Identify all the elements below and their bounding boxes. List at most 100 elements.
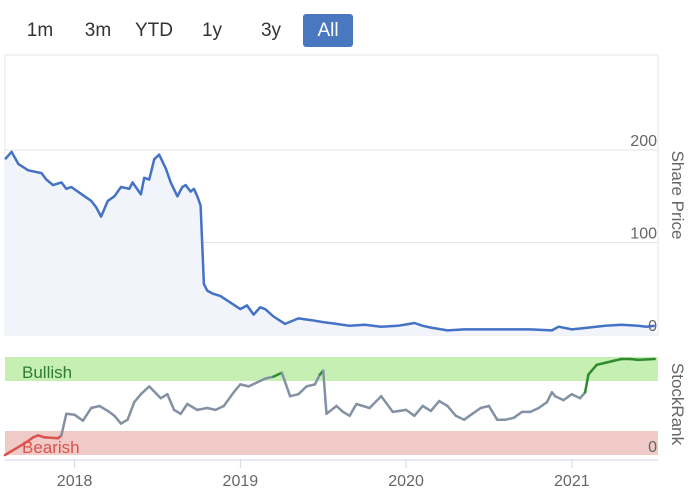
price-y-tick-label: 100 — [630, 226, 657, 243]
stockrank-segment — [179, 402, 189, 416]
stockrank-segment — [348, 402, 358, 418]
stockrank-segment — [222, 391, 235, 408]
stockrank-segment — [106, 409, 116, 418]
stockrank-bullish-segment — [595, 361, 607, 367]
stockrank-segment — [446, 404, 458, 418]
x-axis: 2018 2019 2020 2021 — [5, 459, 658, 490]
stockrank-segment — [196, 406, 209, 412]
stockrank-segment — [280, 371, 292, 398]
range-button-1m[interactable]: 1m — [26, 20, 54, 41]
stockrank-segment — [305, 383, 317, 388]
stockrank-segment — [288, 392, 300, 398]
range-selector: 1m 3m YTD 1y 3y All — [0, 10, 698, 50]
stockrank-y-tick-label: 0 — [648, 439, 657, 456]
stockrank-bullish-segment — [612, 357, 623, 363]
stockrank-segment — [263, 375, 275, 380]
stockrank-segment — [239, 383, 250, 388]
stockrank-segment — [553, 394, 565, 402]
price-area-fill — [5, 151, 655, 335]
stockrank-segment — [133, 392, 143, 404]
stockrank-segment — [570, 392, 582, 400]
stockrank-segment — [321, 369, 328, 416]
stockrank-segment — [81, 406, 93, 422]
stockrank-line — [3, 357, 656, 457]
stockrank-segment — [504, 416, 516, 421]
stockrank-segment — [562, 392, 574, 402]
stockrank-segment — [147, 385, 163, 400]
stockrank-bearish-segment — [23, 436, 35, 445]
stockrank-segment — [172, 408, 182, 416]
stockrank-segment — [487, 404, 499, 421]
stockrank-segment — [98, 404, 110, 413]
stockrank-segment — [421, 404, 433, 413]
range-button-3y[interactable]: 3y — [260, 20, 282, 41]
stockrank-segment — [479, 404, 491, 410]
range-button-1y[interactable]: 1y — [201, 20, 223, 41]
price-line — [4, 150, 655, 332]
bullish-zone-label: Bullish — [22, 363, 72, 382]
share-price-panel: 200 100 0 Share Price — [4, 54, 687, 336]
stockrank-segment — [335, 404, 345, 414]
stockrank-segment — [391, 408, 408, 414]
stockrank-segment — [232, 383, 242, 394]
stockrank-segment — [126, 400, 136, 421]
stockrank-segment — [247, 381, 259, 388]
stockrank-segment — [429, 399, 441, 413]
stockrank-segment — [437, 399, 449, 408]
stockrank-segment — [545, 391, 554, 404]
stockrank-segment — [454, 414, 466, 421]
stockrank-segment — [139, 385, 151, 396]
stockrank-bullish-segment — [603, 359, 615, 365]
stockrank-segment — [462, 412, 474, 421]
stockrank-segment — [413, 404, 424, 418]
stockrank-segment — [578, 391, 587, 400]
stockrank-panel: Bullish Bearish 0 StockRank — [3, 357, 687, 457]
stockrank-segment — [341, 410, 351, 418]
price-y-tick-labels: 200 100 0 — [630, 133, 657, 335]
stockrank-segment — [313, 373, 322, 386]
stockrank-segment — [65, 412, 76, 417]
stockrank-bullish-segment — [583, 373, 590, 394]
stockrank-segment — [214, 404, 226, 412]
stockrank-segment — [119, 418, 129, 425]
stockrank-bullish-segment — [272, 371, 284, 378]
bearish-zone-label: Bearish — [22, 438, 80, 457]
bearish-zone — [5, 431, 658, 455]
stockrank-bearish-segment — [3, 441, 27, 457]
range-button-3m[interactable]: 3m — [84, 20, 112, 41]
price-y-tick-label: 0 — [648, 318, 657, 335]
price-axis-title: Share Price — [668, 151, 687, 240]
stockrank-segment — [355, 402, 371, 410]
stockrank-segment — [537, 400, 549, 410]
stockrank-segment — [297, 385, 308, 396]
stockrank-segment — [529, 406, 540, 414]
x-tick-label: 2019 — [223, 473, 259, 490]
stockrank-segment — [471, 406, 482, 416]
stockrank-segment — [368, 394, 383, 410]
stockrank-segment — [60, 412, 68, 437]
x-tick-label: 2018 — [57, 473, 93, 490]
stockrank-bullish-segment — [628, 357, 640, 362]
stockrank-segment — [325, 404, 338, 416]
x-ticks: 2018 2019 2020 2021 — [57, 460, 590, 490]
stockrank-segment — [512, 410, 524, 420]
price-y-tick-label: 200 — [630, 133, 657, 150]
stockrank-segment — [379, 394, 395, 414]
stockrank-bearish-segment — [43, 436, 60, 440]
stockrank-segment — [186, 402, 199, 412]
x-tick-label: 2020 — [388, 473, 424, 490]
stockrank-segment — [166, 392, 176, 412]
stockrank-segment — [205, 406, 217, 412]
x-tick-label: 2021 — [554, 473, 590, 490]
stockrank-bullish-segment — [636, 357, 656, 362]
stockrank-segment — [255, 377, 267, 384]
range-button-all[interactable]: All — [303, 14, 353, 47]
stockrank-segment — [73, 413, 85, 422]
stockrank-segment — [89, 404, 101, 410]
range-button-ytd[interactable]: YTD — [135, 20, 173, 41]
stockrank-segment — [404, 408, 416, 418]
stockrank-axis-title: StockRank — [668, 363, 687, 446]
stockrank-bullish-segment — [587, 363, 598, 376]
stockrank-segment — [113, 414, 123, 425]
